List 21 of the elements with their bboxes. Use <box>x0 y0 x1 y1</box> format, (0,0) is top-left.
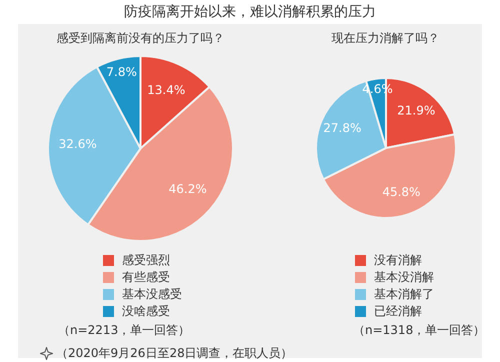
legend-label: 基本没消解 <box>374 269 434 286</box>
text: （n=1318，单一回答） <box>353 322 486 339</box>
legend-label: 没啥感受 <box>122 303 170 320</box>
text: （n=2213，单一回答） <box>58 322 192 339</box>
chart-subtitle: 现在压力消解了吗？ <box>332 30 440 47</box>
data-label: 7.8% <box>106 64 137 79</box>
legend-label: 基本消解了 <box>374 286 434 303</box>
legend-label: 感受强烈 <box>122 252 170 269</box>
legend-label: 有些感受 <box>122 269 170 286</box>
chart-subtitle: 感受到隔离前没有的压力了吗？ <box>56 30 224 47</box>
data-label: 21.9% <box>396 103 435 118</box>
text: （2020年9月26日至28日调查，在职人员） <box>56 345 293 362</box>
data-label: 13.4% <box>147 82 186 97</box>
legend-label: 基本没感受 <box>122 286 182 303</box>
legend-label: 没有消解 <box>374 252 422 269</box>
chart-title: 防疫隔离开始以来，难以消解积累的压力 <box>123 3 377 22</box>
data-label: 32.6% <box>58 136 97 151</box>
data-label: 46.2% <box>168 182 207 196</box>
data-label: 27.8% <box>322 121 361 136</box>
data-label: 45.8% <box>382 185 420 200</box>
legend-label: 已经消解 <box>374 303 422 320</box>
